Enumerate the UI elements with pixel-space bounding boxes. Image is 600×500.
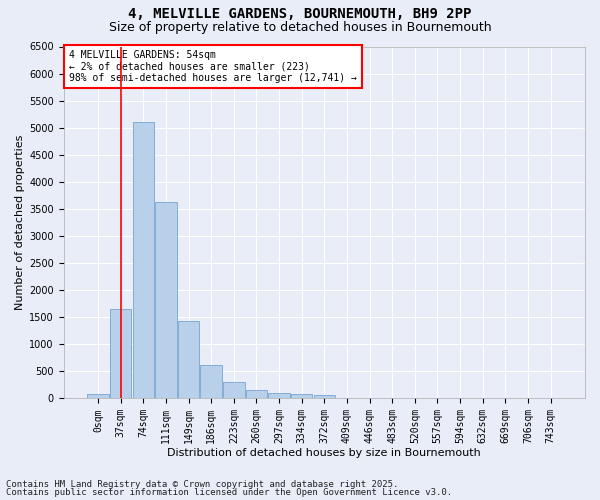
Bar	[314, 396, 335, 398]
Bar	[268, 393, 290, 398]
Y-axis label: Number of detached properties: Number of detached properties	[15, 134, 25, 310]
Bar	[200, 365, 222, 398]
Text: Size of property relative to detached houses in Bournemouth: Size of property relative to detached ho…	[109, 21, 491, 34]
Bar	[246, 390, 267, 398]
Bar	[155, 202, 177, 398]
Text: Contains public sector information licensed under the Open Government Licence v3: Contains public sector information licen…	[6, 488, 452, 497]
Text: 4, MELVILLE GARDENS, BOURNEMOUTH, BH9 2PP: 4, MELVILLE GARDENS, BOURNEMOUTH, BH9 2P…	[128, 8, 472, 22]
Bar	[223, 382, 245, 398]
Text: 4 MELVILLE GARDENS: 54sqm
← 2% of detached houses are smaller (223)
98% of semi-: 4 MELVILLE GARDENS: 54sqm ← 2% of detach…	[69, 50, 357, 83]
Bar	[178, 321, 199, 398]
X-axis label: Distribution of detached houses by size in Bournemouth: Distribution of detached houses by size …	[167, 448, 481, 458]
Bar	[88, 394, 109, 398]
Bar	[110, 309, 131, 398]
Bar	[133, 122, 154, 398]
Text: Contains HM Land Registry data © Crown copyright and database right 2025.: Contains HM Land Registry data © Crown c…	[6, 480, 398, 489]
Bar	[291, 394, 313, 398]
